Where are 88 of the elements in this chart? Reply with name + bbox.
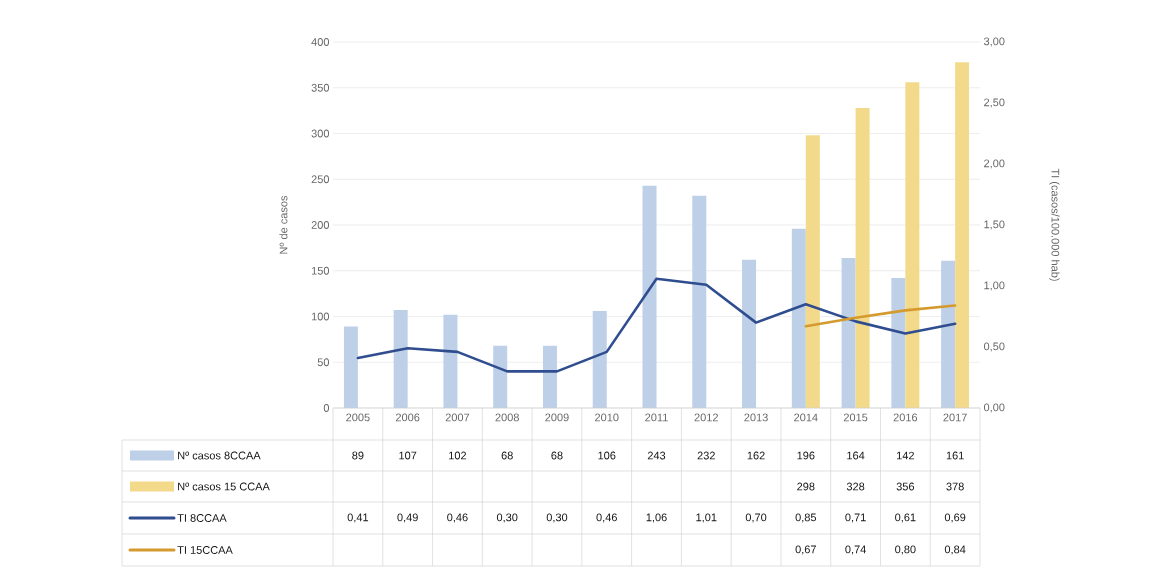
bar: [905, 82, 920, 408]
data-label: 0,30: [496, 513, 518, 523]
data-label: 142: [897, 451, 914, 460]
data-label: 107: [399, 451, 417, 460]
x-tick-label: 2009: [545, 413, 569, 422]
x-tick-label: 2010: [595, 413, 619, 422]
x-tick-label: 2006: [395, 413, 420, 422]
bar: [742, 259, 757, 408]
data-label: 0,67: [795, 545, 816, 555]
legend-label: TI 15CCAA: [177, 546, 233, 554]
bar: [343, 326, 358, 408]
bar: [841, 257, 856, 408]
line-series: [804, 304, 957, 328]
y-tick-label: 300: [311, 129, 330, 138]
x-tick-label: 2008: [495, 413, 519, 422]
data-label: 196: [797, 451, 815, 460]
data-label: 1,06: [646, 513, 667, 523]
data-label: 0,69: [944, 513, 966, 523]
data-label: 0,46: [447, 513, 468, 523]
x-tick-label: 2014: [794, 413, 818, 422]
y2-tick-label: 1,50: [984, 220, 1005, 230]
data-label: 161: [946, 451, 964, 460]
x-tick-label: 2013: [744, 413, 768, 422]
y2-axis-title: TI (casos/100.000 hab): [1049, 168, 1060, 281]
data-label: 0,49: [397, 513, 418, 523]
data-label: 162: [747, 451, 765, 460]
y-tick-label: 350: [311, 83, 330, 92]
y2-tick-label: 0,00: [983, 403, 1005, 413]
data-label: 298: [797, 482, 815, 491]
y-tick-label: 250: [311, 175, 330, 184]
y-tick-label: 0: [323, 404, 330, 412]
data-label: 0,30: [546, 513, 568, 523]
data-label: 0,74: [845, 545, 866, 555]
bar: [855, 107, 870, 408]
y2-tick-label: 2,00: [984, 159, 1005, 169]
x-tick-label: 2012: [694, 413, 718, 422]
bar: [393, 310, 408, 408]
bar: [805, 135, 820, 408]
data-label: 378: [946, 482, 964, 491]
data-label: 1,01: [696, 513, 717, 523]
y-tick-label: 150: [311, 266, 330, 275]
x-tick-label: 2016: [893, 413, 918, 422]
data-label: 89: [352, 451, 364, 460]
y2-tick-label: 3,00: [983, 37, 1005, 47]
data-label: 68: [501, 451, 513, 460]
data-label: 0,71: [845, 513, 866, 523]
data-label: 0,70: [745, 513, 767, 523]
x-tick-label: 2015: [843, 413, 868, 422]
legend-label: TI 8CCAA: [177, 514, 227, 522]
y2-tick-label: 1,00: [984, 281, 1005, 291]
x-tick-label: 2007: [445, 413, 470, 422]
data-label: 0,61: [895, 513, 916, 523]
data-label: 0,85: [795, 513, 817, 523]
bar: [941, 260, 956, 408]
data-label: 0,46: [596, 513, 617, 523]
x-tick-label: 2011: [645, 413, 668, 422]
data-label: 0,84: [944, 545, 966, 555]
bar: [542, 345, 557, 408]
data-label: 243: [647, 451, 666, 460]
bar: [692, 195, 707, 408]
data-label: 0,41: [347, 513, 369, 523]
y-tick-label: 100: [311, 312, 330, 321]
data-label: 68: [551, 451, 563, 460]
y-axis-title: Nº de casos: [279, 195, 288, 254]
bar: [891, 278, 906, 408]
legend-label: Nº casos 8CCAA: [178, 451, 261, 460]
bar: [955, 62, 970, 408]
data-label: 232: [697, 451, 715, 460]
legend-label: Nº casos 15 CCAA: [178, 482, 270, 491]
bar: [493, 345, 508, 408]
data-label: 106: [598, 451, 616, 460]
bar: [791, 228, 806, 408]
data-label: 356: [896, 482, 915, 491]
data-label: 0,80: [895, 545, 916, 555]
bar: [592, 311, 607, 408]
data-label: 164: [847, 451, 865, 460]
y-tick-label: 50: [317, 358, 330, 367]
bar: [443, 314, 458, 408]
y2-tick-label: 0,50: [983, 342, 1005, 352]
data-label: 102: [449, 451, 467, 460]
bar: [642, 185, 657, 408]
y-tick-label: 400: [311, 38, 330, 46]
x-tick-label: 2005: [346, 413, 370, 422]
y-tick-label: 200: [311, 221, 330, 229]
line-series: [356, 277, 957, 373]
y2-tick-label: 2,50: [984, 98, 1005, 108]
x-tick-label: 2017: [943, 413, 967, 422]
data-label: 328: [846, 482, 865, 491]
